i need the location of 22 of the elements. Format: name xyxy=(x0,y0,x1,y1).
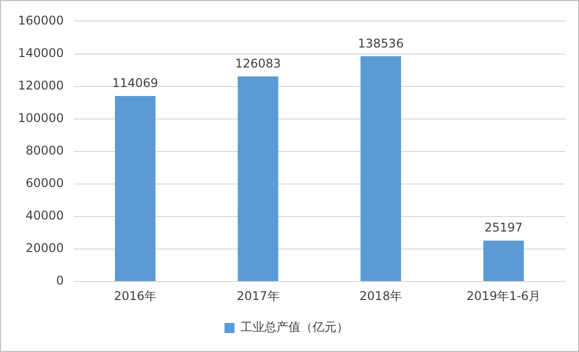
y-tick-label: 140000 xyxy=(18,46,64,60)
data-label: 126083 xyxy=(235,56,281,71)
x-tick-label: 2017年 xyxy=(236,288,280,303)
y-tick-label: 60000 xyxy=(26,176,64,190)
bar xyxy=(360,56,402,282)
data-label: 114069 xyxy=(112,76,158,90)
y-tick-label: 40000 xyxy=(26,208,64,223)
data-label: 138536 xyxy=(358,36,404,50)
y-tick-label: 20000 xyxy=(26,241,64,256)
bar xyxy=(114,96,156,282)
x-tick-label: 2018年 xyxy=(360,288,402,303)
x-tick-label: 2016年 xyxy=(114,288,156,303)
y-tick-label: 80000 xyxy=(26,144,64,158)
x-tick-label: 2019年1-6月 xyxy=(466,288,541,303)
y-tick-label: 160000 xyxy=(18,13,64,28)
y-tick-label: 0 xyxy=(56,274,64,288)
bar xyxy=(483,240,524,282)
data-label: 25197 xyxy=(484,220,523,235)
y-tick-label: 120000 xyxy=(18,78,64,92)
legend-label: 工业总产值（亿元） xyxy=(240,320,348,334)
y-tick-label: 100000 xyxy=(18,110,64,125)
bar xyxy=(238,76,278,282)
